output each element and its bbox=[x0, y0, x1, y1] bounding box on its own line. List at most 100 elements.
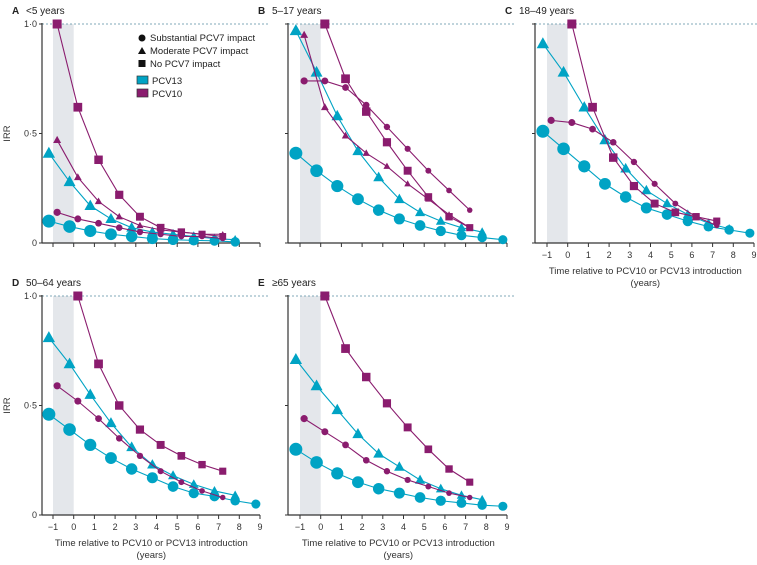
data-point-circle bbox=[352, 476, 364, 489]
data-point-triangle bbox=[352, 428, 364, 439]
data-point-circle bbox=[289, 146, 303, 160]
data-point-triangle bbox=[105, 212, 117, 224]
data-point-triangle bbox=[147, 459, 158, 469]
data-point-triangle bbox=[105, 417, 117, 428]
data-point-triangle bbox=[331, 109, 344, 121]
data-point-triangle bbox=[477, 227, 487, 236]
data-point-circle bbox=[498, 235, 508, 245]
data-point-circle bbox=[74, 397, 82, 405]
panel-e: −1 0 1 2 3 4 5 6 7 8 9 E ≥65 years Time relative to P… bbox=[258, 278, 516, 561]
data-point-circle bbox=[136, 452, 144, 460]
data-point-circle bbox=[630, 158, 638, 166]
data-point-circle bbox=[446, 187, 452, 194]
y-tick-label: 1·0 bbox=[24, 19, 37, 29]
x-tick-label: 9 bbox=[504, 522, 509, 532]
data-point-circle bbox=[136, 228, 144, 236]
x-tick-label: 1 bbox=[339, 522, 344, 532]
series-pcv13-substantial bbox=[536, 124, 755, 238]
x-tick-label: 4 bbox=[401, 522, 406, 532]
y-tick-label: 0·5 bbox=[24, 129, 37, 139]
data-point-square bbox=[94, 359, 103, 369]
legend-label-pcv10: PCV10 bbox=[152, 89, 182, 100]
data-point-triangle bbox=[320, 103, 329, 111]
x-tick-label: 1 bbox=[586, 250, 591, 260]
data-point-square bbox=[650, 199, 659, 208]
data-point-circle bbox=[289, 442, 303, 456]
data-point-circle bbox=[321, 77, 329, 85]
y-tick-label: 0 bbox=[32, 238, 37, 248]
x-axis-label-units: (years) bbox=[137, 550, 167, 561]
x-tick-label: 7 bbox=[710, 250, 715, 260]
data-point-circle bbox=[467, 207, 473, 213]
data-point-square bbox=[156, 440, 165, 449]
x-tick-label: 8 bbox=[731, 250, 736, 260]
x-tick-label: 4 bbox=[648, 250, 653, 260]
data-point-circle bbox=[95, 219, 102, 227]
data-point-circle bbox=[251, 499, 261, 509]
data-point-triangle bbox=[63, 357, 76, 369]
data-point-triangle bbox=[341, 131, 350, 139]
panel-b: B 5–17 years bbox=[258, 6, 516, 247]
data-point-square bbox=[629, 181, 639, 191]
data-point-circle bbox=[84, 438, 97, 452]
data-point-triangle bbox=[209, 485, 220, 495]
series-line bbox=[324, 295, 471, 483]
data-point-circle bbox=[167, 481, 179, 492]
data-point-square bbox=[177, 228, 186, 236]
data-point-circle bbox=[435, 495, 446, 506]
data-point-triangle bbox=[414, 474, 426, 484]
x-tick-label: 1 bbox=[92, 522, 97, 532]
series-pcv10-substantial bbox=[300, 415, 473, 501]
x-tick-label: 2 bbox=[360, 522, 365, 532]
series-line bbox=[295, 30, 483, 233]
panel-letter: C bbox=[505, 6, 512, 17]
data-point-square bbox=[320, 19, 330, 29]
data-point-square bbox=[445, 213, 453, 221]
data-point-square bbox=[713, 217, 721, 225]
data-point-triangle bbox=[435, 215, 446, 225]
series-pcv10-none bbox=[52, 19, 227, 240]
data-point-circle bbox=[568, 119, 576, 127]
data-point-circle bbox=[393, 213, 405, 225]
data-point-square bbox=[403, 166, 412, 175]
series-pcv10-moderate bbox=[300, 30, 473, 230]
x-tick-label: 3 bbox=[133, 522, 138, 532]
data-point-circle bbox=[446, 490, 452, 496]
x-tick-label: 6 bbox=[195, 522, 200, 532]
data-point-square bbox=[219, 233, 227, 240]
data-point-square bbox=[671, 208, 680, 217]
x-tick-label: 5 bbox=[669, 250, 674, 260]
data-point-circle bbox=[125, 463, 138, 475]
x-tick-label: 9 bbox=[257, 522, 262, 532]
data-point-triangle bbox=[404, 180, 412, 187]
data-point-circle bbox=[352, 193, 364, 206]
data-point-circle bbox=[115, 435, 123, 442]
x-tick-label: 2 bbox=[607, 250, 612, 260]
data-point-square bbox=[52, 19, 62, 29]
data-point-circle bbox=[414, 492, 426, 503]
data-point-square bbox=[135, 425, 145, 434]
data-point-circle bbox=[331, 179, 344, 193]
x-tick-label: 5 bbox=[422, 522, 427, 532]
data-point-square bbox=[588, 102, 597, 112]
x-tick-label: −1 bbox=[48, 522, 58, 532]
data-point-triangle bbox=[94, 197, 103, 205]
data-point-circle bbox=[383, 123, 391, 131]
data-point-triangle bbox=[456, 222, 467, 232]
data-point-triangle bbox=[53, 135, 62, 144]
data-point-triangle bbox=[620, 162, 632, 173]
data-point-circle bbox=[383, 468, 391, 475]
panel-title: 18–49 years bbox=[519, 6, 574, 17]
data-point-triangle bbox=[724, 224, 734, 233]
x-tick-label: 3 bbox=[380, 522, 385, 532]
legend-label-circle: Substantial PCV7 impact bbox=[150, 33, 255, 44]
x-tick-label: 2 bbox=[113, 522, 118, 532]
data-point-circle bbox=[310, 456, 323, 469]
panel-title: ≥65 years bbox=[272, 278, 316, 289]
data-point-circle bbox=[372, 483, 385, 495]
panel-title: 5–17 years bbox=[272, 6, 321, 17]
x-tick-label: 7 bbox=[463, 522, 468, 532]
data-point-circle bbox=[456, 498, 467, 508]
series-pcv10-substantial bbox=[300, 77, 473, 213]
